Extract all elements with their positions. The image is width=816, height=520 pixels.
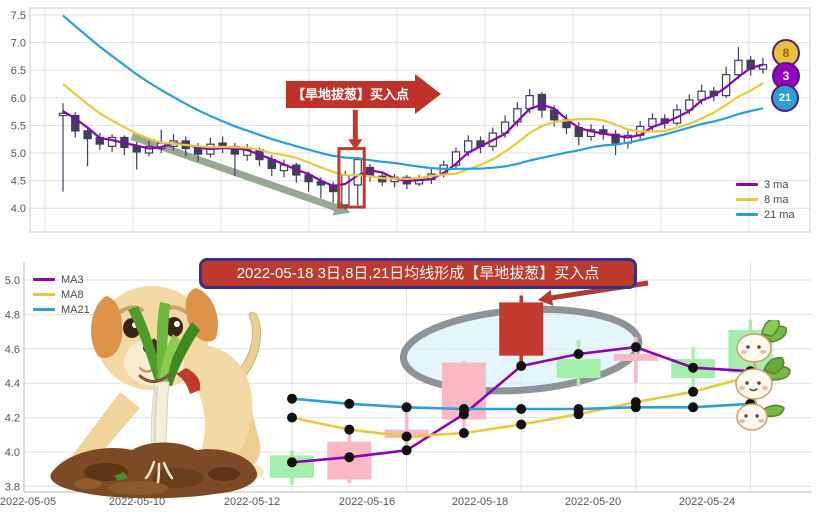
legend-label: MA3 — [61, 273, 84, 286]
y-tick-label: 5.0 — [5, 275, 20, 287]
candlestick — [611, 133, 620, 144]
data-point-marker — [688, 402, 699, 413]
legend-label: 21 ma — [764, 208, 795, 221]
y-tick-label: 4.5 — [11, 176, 26, 188]
turnip-1 — [736, 320, 787, 370]
data-point-marker — [516, 419, 527, 430]
turnip-2 — [735, 357, 791, 408]
y-tick-label: 7.0 — [11, 38, 26, 50]
data-point-marker — [401, 402, 412, 413]
dog-pulling-scallion-image — [50, 286, 264, 499]
legend-label: MA21 — [61, 303, 90, 316]
bottom-legend: MA3 MA8 MA21 — [33, 272, 90, 317]
ma21-line-swatch — [33, 308, 55, 311]
y-tick-label: 4.6 — [5, 344, 20, 356]
y-tick-label: 3.8 — [5, 481, 20, 493]
data-point-marker — [401, 445, 412, 456]
turnip-3 — [736, 403, 785, 431]
candlestick — [734, 59, 743, 76]
x-tick-label: 2022-05-24 — [679, 496, 735, 508]
y-tick-label: 6.0 — [11, 93, 26, 105]
candlestick — [71, 114, 80, 132]
ma8-line-swatch — [33, 293, 55, 296]
y-tick-label: 4.8 — [5, 309, 20, 321]
candlestick — [144, 145, 154, 154]
legend-label: 8 ma — [764, 193, 789, 206]
candlestick — [556, 359, 601, 378]
21ma-line — [62, 14, 764, 170]
data-point-marker — [516, 361, 527, 371]
buy-point-banner: 【旱地拔葱】买入点 — [286, 81, 415, 108]
candlestick — [451, 151, 461, 166]
x-tick-label: 2022-05-18 — [452, 496, 508, 508]
data-point-marker — [573, 349, 584, 359]
data-point-marker — [573, 404, 584, 414]
top-legend: 3 ma 8 ma 21 ma — [736, 177, 795, 222]
legend-item-21ma: 21 ma — [736, 207, 795, 222]
ma21-endpoint-badge: 21 — [771, 84, 799, 112]
candlestick — [353, 159, 362, 186]
candlestick — [613, 354, 658, 361]
data-point-marker — [630, 402, 641, 413]
y-tick-label: 5.5 — [11, 120, 26, 132]
data-point-marker — [287, 393, 297, 404]
legend-item-ma21: MA21 — [33, 302, 90, 317]
8ma-line-swatch — [736, 198, 758, 201]
x-tick-label: 2022-05-16 — [339, 496, 395, 508]
buy-point-down-arrow — [348, 109, 363, 151]
x-tick-label: 2022-05-05 — [0, 496, 56, 508]
data-point-marker — [287, 412, 297, 423]
data-point-marker — [344, 452, 355, 463]
y-tick-label: 4.0 — [11, 203, 26, 215]
data-point-marker — [458, 404, 469, 414]
legend-item-ma8: MA8 — [33, 287, 90, 302]
ma3-line-swatch — [33, 278, 55, 281]
candlestick — [537, 93, 547, 111]
legend-item-8ma: 8 ma — [736, 192, 795, 207]
data-point-marker — [458, 428, 469, 439]
data-point-marker — [630, 342, 641, 353]
legend-item-3ma: 3 ma — [736, 177, 795, 192]
data-point-marker — [344, 424, 355, 435]
pattern-title-banner: 2022-05-18 3日,8日,21日均线形成【旱地拔葱】买入点 — [199, 258, 637, 289]
turnip-characters-image — [735, 320, 791, 431]
legend-label: 3 ma — [764, 178, 789, 191]
x-tick-label: 2022-05-20 — [565, 496, 621, 508]
data-point-marker — [688, 386, 699, 397]
candlestick — [586, 129, 596, 138]
data-point-marker — [401, 431, 412, 442]
buy-point-highlight-box — [337, 147, 366, 209]
data-point-marker — [516, 404, 527, 414]
candlestick — [83, 130, 92, 140]
x-tick-label: 2022-05-12 — [224, 496, 280, 508]
legend-label: MA8 — [61, 288, 84, 301]
8ma-line — [62, 82, 764, 180]
y-tick-label: 6.5 — [11, 65, 26, 77]
21ma-line-swatch — [736, 213, 758, 216]
candlestick — [499, 302, 544, 356]
3ma-line-swatch — [736, 183, 758, 186]
y-tick-label: 4.2 — [5, 413, 20, 425]
data-point-marker — [688, 362, 699, 373]
y-tick-label: 7.5 — [11, 10, 26, 22]
buy-point-banner-arrow-tip — [415, 74, 441, 114]
y-tick-label: 4.0 — [5, 447, 20, 459]
legend-item-ma3: MA3 — [33, 272, 90, 287]
data-point-marker — [344, 398, 355, 409]
y-tick-label: 5.0 — [11, 148, 26, 160]
data-point-marker — [287, 457, 297, 468]
x-tick-label: 2022-05-10 — [109, 496, 165, 508]
y-tick-label: 4.4 — [5, 378, 20, 390]
